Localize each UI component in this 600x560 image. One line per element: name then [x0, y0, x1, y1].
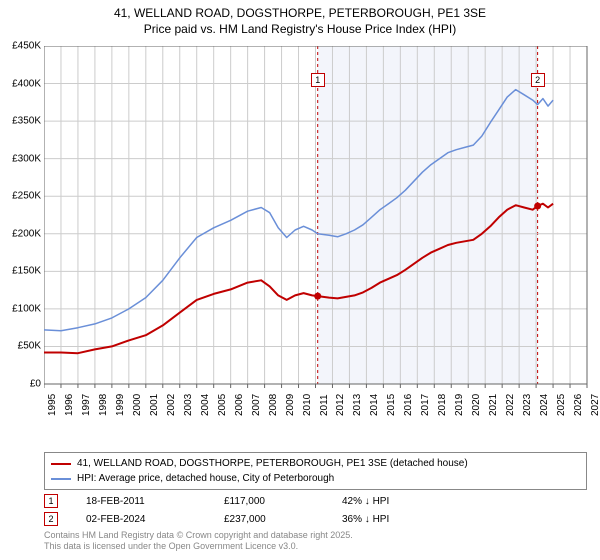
chart-marker: 1: [311, 73, 325, 87]
transaction-date: 02-FEB-2024: [86, 514, 196, 525]
transaction-pct: 42% ↓ HPI: [342, 496, 452, 507]
x-tick-label: 2020: [471, 394, 482, 416]
x-tick-label: 2008: [268, 394, 279, 416]
x-tick-label: 2004: [200, 394, 211, 416]
transaction-marker: 1: [44, 494, 58, 508]
x-tick-label: 2016: [403, 394, 414, 416]
x-tick-label: 2027: [590, 394, 600, 416]
transaction-rows: 1 18-FEB-2011 £117,000 42% ↓ HPI 2 02-FE…: [44, 492, 587, 528]
transaction-row: 2 02-FEB-2024 £237,000 36% ↓ HPI: [44, 510, 587, 528]
transaction-pct: 36% ↓ HPI: [342, 514, 452, 525]
footer: Contains HM Land Registry data © Crown c…: [44, 530, 587, 553]
x-tick-label: 2012: [335, 394, 346, 416]
x-tick-label: 2013: [352, 394, 363, 416]
y-tick-label: £400K: [12, 78, 41, 89]
x-tick-label: 2007: [251, 394, 262, 416]
y-tick-label: £350K: [12, 116, 41, 127]
footer-line-1: Contains HM Land Registry data © Crown c…: [44, 530, 587, 541]
x-tick-label: 2014: [369, 394, 380, 416]
legend-swatch-hpi: [51, 478, 71, 480]
x-tick-label: 2009: [285, 394, 296, 416]
x-tick-label: 1996: [64, 394, 75, 416]
transaction-date: 18-FEB-2011: [86, 496, 196, 507]
title-line-2: Price paid vs. HM Land Registry's House …: [0, 22, 600, 38]
transaction-row: 1 18-FEB-2011 £117,000 42% ↓ HPI: [44, 492, 587, 510]
y-tick-label: £250K: [12, 191, 41, 202]
legend-label-hpi: HPI: Average price, detached house, City…: [77, 471, 334, 486]
x-tick-label: 2001: [149, 394, 160, 416]
chart-marker: 2: [531, 73, 545, 87]
x-tick-label: 2011: [319, 394, 330, 416]
x-tick-label: 2024: [539, 394, 550, 416]
title-block: 41, WELLAND ROAD, DOGSTHORPE, PETERBOROU…: [0, 0, 600, 37]
x-tick-label: 2019: [454, 394, 465, 416]
x-tick-label: 2026: [573, 394, 584, 416]
x-tick-label: 1999: [115, 394, 126, 416]
y-tick-label: £150K: [12, 266, 41, 277]
chart-region: £0£50K£100K£150K£200K£250K£300K£350K£400…: [44, 46, 589, 416]
x-tick-label: 2003: [183, 394, 194, 416]
title-line-1: 41, WELLAND ROAD, DOGSTHORPE, PETERBOROU…: [0, 6, 600, 22]
chart-svg: [44, 46, 589, 416]
x-tick-label: 1995: [47, 394, 58, 416]
x-tick-label: 2006: [234, 394, 245, 416]
x-tick-label: 2017: [420, 394, 431, 416]
x-tick-label: 1998: [98, 394, 109, 416]
y-tick-label: £100K: [12, 303, 41, 314]
x-tick-label: 2002: [166, 394, 177, 416]
legend-row-hpi: HPI: Average price, detached house, City…: [51, 471, 580, 486]
x-tick-label: 2021: [488, 394, 499, 416]
x-tick-label: 2023: [522, 394, 533, 416]
chart-container: 41, WELLAND ROAD, DOGSTHORPE, PETERBOROU…: [0, 0, 600, 560]
x-tick-label: 1997: [81, 394, 92, 416]
x-tick-label: 2015: [386, 394, 397, 416]
x-tick-label: 2025: [556, 394, 567, 416]
x-tick-label: 2010: [302, 394, 313, 416]
legend-swatch-price-paid: [51, 463, 71, 465]
x-tick-label: 2018: [437, 394, 448, 416]
y-tick-label: £300K: [12, 153, 41, 164]
y-tick-label: £50K: [18, 341, 41, 352]
y-tick-label: £450K: [12, 41, 41, 52]
x-tick-label: 2000: [132, 394, 143, 416]
x-tick-label: 2005: [217, 394, 228, 416]
legend: 41, WELLAND ROAD, DOGSTHORPE, PETERBOROU…: [44, 452, 587, 490]
y-tick-label: £0: [30, 379, 41, 390]
footer-line-2: This data is licensed under the Open Gov…: [44, 541, 587, 552]
legend-label-price-paid: 41, WELLAND ROAD, DOGSTHORPE, PETERBOROU…: [77, 456, 468, 471]
x-tick-label: 2022: [505, 394, 516, 416]
y-tick-label: £200K: [12, 228, 41, 239]
transaction-price: £117,000: [224, 496, 314, 507]
transaction-price: £237,000: [224, 514, 314, 525]
legend-row-price-paid: 41, WELLAND ROAD, DOGSTHORPE, PETERBOROU…: [51, 456, 580, 471]
transaction-marker: 2: [44, 512, 58, 526]
